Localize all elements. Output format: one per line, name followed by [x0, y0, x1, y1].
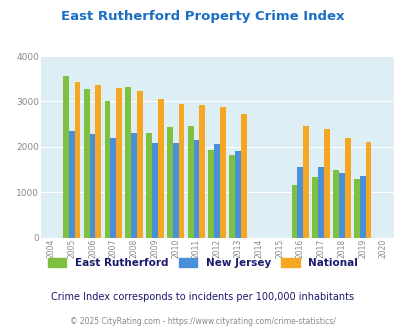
Bar [158, 99, 163, 238]
Bar [220, 107, 225, 238]
Bar [90, 134, 95, 238]
Bar [125, 87, 131, 238]
Bar [333, 170, 338, 238]
Bar [208, 149, 214, 238]
Bar [69, 130, 75, 238]
Bar [297, 167, 303, 238]
Bar [187, 126, 193, 238]
Text: East Rutherford Property Crime Index: East Rutherford Property Crime Index [61, 10, 344, 23]
Bar [131, 133, 136, 238]
Bar [344, 138, 350, 238]
Legend: East Rutherford, New Jersey, National: East Rutherford, New Jersey, National [47, 258, 358, 268]
Bar [63, 76, 69, 238]
Bar [199, 105, 205, 238]
Bar [364, 142, 371, 238]
Bar [229, 154, 234, 238]
Bar [234, 151, 240, 238]
Bar [83, 89, 90, 238]
Bar [136, 91, 143, 238]
Bar [110, 138, 116, 238]
Bar [323, 129, 329, 238]
Bar [95, 85, 101, 238]
Bar [172, 143, 178, 238]
Bar [75, 82, 80, 238]
Bar [240, 114, 246, 238]
Bar [303, 126, 308, 238]
Bar [318, 167, 323, 238]
Bar [166, 127, 172, 238]
Bar [214, 144, 220, 238]
Bar [338, 173, 344, 238]
Bar [193, 140, 199, 238]
Bar [104, 101, 110, 238]
Bar [353, 179, 359, 238]
Bar [116, 88, 122, 238]
Bar [146, 133, 151, 238]
Bar [311, 177, 318, 238]
Bar [359, 176, 364, 238]
Text: © 2025 CityRating.com - https://www.cityrating.com/crime-statistics/: © 2025 CityRating.com - https://www.city… [70, 317, 335, 326]
Bar [151, 143, 158, 238]
Bar [178, 104, 184, 238]
Bar [291, 185, 297, 238]
Text: Crime Index corresponds to incidents per 100,000 inhabitants: Crime Index corresponds to incidents per… [51, 292, 354, 302]
